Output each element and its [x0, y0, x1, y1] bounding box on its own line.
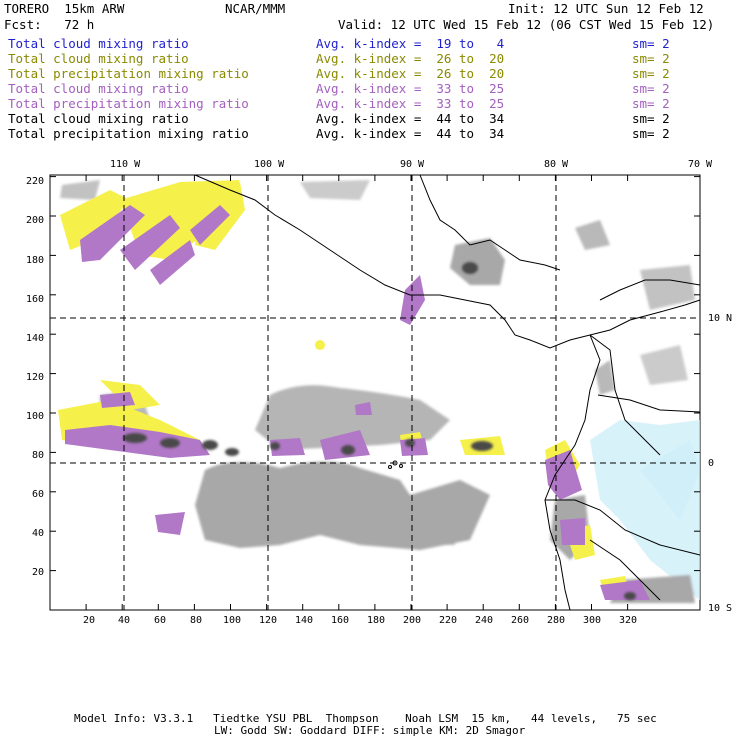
field-smoothing: sm= 2 — [632, 96, 670, 111]
field-smoothing: sm= 2 — [632, 81, 670, 96]
field-kindex: Avg. k-index = 44 to 34 — [316, 111, 505, 126]
field-kindex: Avg. k-index = 33 to 25 — [316, 81, 505, 96]
x-tick-label: 140 — [295, 615, 314, 626]
field-kindex: Avg. k-index = 26 to 20 — [316, 66, 505, 81]
y-tick-label: 180 — [26, 255, 45, 266]
init-time: Init: 12 UTC Sun 12 Feb 12 — [508, 1, 704, 16]
field-kindex: Avg. k-index = 33 to 25 — [316, 96, 505, 111]
x-tick-label: 200 — [403, 615, 422, 626]
x-tick-label: 120 — [259, 615, 278, 626]
x-tick-label: 240 — [475, 615, 494, 626]
field-smoothing: sm= 2 — [632, 126, 670, 141]
field-name: Total cloud mixing ratio — [8, 51, 189, 66]
lon-label: 90 W — [400, 159, 425, 170]
lon-label: 80 W — [544, 159, 569, 170]
grid-lines — [50, 175, 700, 610]
field-name: Total cloud mixing ratio — [8, 111, 189, 126]
axis-ticks — [50, 175, 700, 610]
model-info: Model Info: V3.3.1 Tiedtke YSU PBL Thomp… — [74, 712, 657, 725]
y-tick-label: 60 — [32, 489, 45, 500]
y-tick-label: 20 — [32, 567, 45, 578]
field-kindex: Avg. k-index = 19 to 4 — [316, 36, 505, 51]
cloud-dark-cores — [123, 262, 636, 600]
center-label: NCAR/MMM — [225, 1, 286, 16]
x-tick-label: 260 — [511, 615, 530, 626]
x-tick-label: 180 — [367, 615, 386, 626]
field-smoothing: sm= 2 — [632, 36, 670, 51]
lat-label: 10 S — [708, 603, 733, 614]
y-tick-label: 120 — [26, 372, 45, 383]
x-tick-label: 60 — [154, 615, 167, 626]
model-title: TORERO 15km ARW — [4, 1, 125, 16]
x-tick-label: 160 — [331, 615, 350, 626]
x-tick-label: 300 — [583, 615, 602, 626]
field-name: Total precipitation mixing ratio — [8, 126, 249, 141]
field-name: Total cloud mixing ratio — [8, 36, 189, 51]
lon-label: 110 W — [110, 159, 141, 170]
y-tick-label: 80 — [32, 450, 45, 461]
x-tick-label: 280 — [547, 615, 566, 626]
field-smoothing: sm= 2 — [632, 51, 670, 66]
cloud-gray — [60, 180, 695, 603]
y-tick-label: 200 — [26, 215, 45, 226]
y-tick-label: 220 — [26, 176, 45, 187]
physics-info: LW: Godd SW: Goddard DIFF: simple KM: 2D… — [214, 724, 526, 737]
y-tick-label: 140 — [26, 333, 45, 344]
field-name: Total precipitation mixing ratio — [8, 66, 249, 81]
forecast-hour: Fcst: 72 h — [4, 17, 95, 32]
x-tick-label: 320 — [619, 615, 638, 626]
x-tick-label: 20 — [83, 615, 96, 626]
field-smoothing: sm= 2 — [632, 66, 670, 81]
x-tick-label: 220 — [439, 615, 458, 626]
lon-label: 70 W — [688, 159, 713, 170]
x-tick-label: 40 — [118, 615, 131, 626]
field-name: Total cloud mixing ratio — [8, 81, 189, 96]
y-tick-label: 160 — [26, 294, 45, 305]
lat-label: 10 N — [708, 313, 733, 324]
x-tick-label: 100 — [223, 615, 242, 626]
field-smoothing: sm= 2 — [632, 111, 670, 126]
x-tick-label: 80 — [190, 615, 203, 626]
y-tick-label: 40 — [32, 528, 45, 539]
lat-label: 0 — [708, 458, 715, 469]
field-kindex: Avg. k-index = 26 to 20 — [316, 51, 505, 66]
valid-time: Valid: 12 UTC Wed 15 Feb 12 (06 CST Wed … — [338, 17, 715, 32]
field-name: Total precipitation mixing ratio — [8, 96, 249, 111]
land-shading — [590, 420, 700, 600]
field-kindex: Avg. k-index = 44 to 34 — [316, 126, 505, 141]
lon-label: 100 W — [254, 159, 285, 170]
y-tick-label: 100 — [26, 411, 45, 422]
